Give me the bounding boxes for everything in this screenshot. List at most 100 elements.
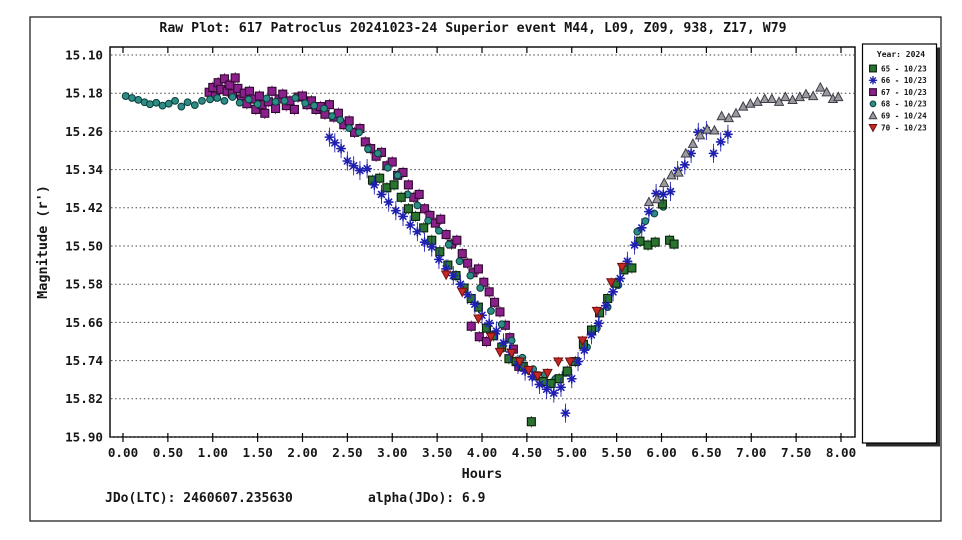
x-tick-label: 0.50 [153, 445, 183, 460]
chart-title: Raw Plot: 617 Patroclus 20241023-24 Supe… [159, 20, 786, 36]
x-tick-label: 1.00 [198, 445, 228, 460]
x-tick-label: 6.50 [691, 445, 721, 460]
data-point [507, 336, 516, 345]
data-point [586, 329, 597, 340]
data-point [579, 345, 590, 356]
legend-entry-label: 65 - 10/23 [881, 64, 927, 73]
data-point [220, 96, 229, 105]
data-point [722, 129, 733, 140]
data-point [476, 284, 485, 292]
data-point [228, 93, 237, 101]
x-axis-label: Hours [462, 466, 503, 482]
data-point [542, 368, 553, 379]
data-point [807, 90, 819, 101]
data-point [687, 138, 699, 148]
x-tick-label: 2.50 [332, 445, 362, 460]
y-tick-label: 15.18 [65, 86, 103, 101]
data-point [708, 148, 719, 159]
data-point [566, 373, 577, 384]
legend-entry-label: 69 - 10/24 [881, 112, 927, 121]
data-point [715, 136, 726, 147]
data-point [469, 299, 480, 310]
data-point [497, 320, 506, 329]
data-point [455, 279, 466, 290]
data-point [658, 177, 670, 188]
data-point [414, 189, 424, 199]
y-tick-label: 15.10 [65, 47, 103, 62]
data-point [622, 256, 633, 267]
data-point [198, 96, 206, 105]
data-point [267, 86, 277, 96]
data-point [403, 204, 413, 214]
data-point [462, 289, 473, 300]
legend-header: Year: 2024 [877, 50, 925, 59]
data-point [484, 287, 494, 297]
data-point [484, 318, 495, 329]
data-point [324, 100, 334, 110]
data-point [869, 88, 877, 97]
data-point [390, 205, 401, 216]
data-point [800, 88, 812, 99]
data-point [495, 307, 505, 317]
legend-entry-label: 68 - 10/23 [881, 100, 927, 109]
data-point [643, 206, 654, 217]
data-point [448, 270, 459, 281]
data-point [868, 123, 878, 133]
x-tick-label: 4.00 [467, 445, 497, 460]
legend: Year: 2024 65 - 10/23 66 - 10/23 67 - 10/2… [861, 43, 940, 447]
data-point [452, 235, 462, 245]
data-point [369, 179, 380, 190]
series-70 [440, 262, 628, 382]
data-point [716, 110, 727, 121]
data-point [403, 180, 413, 190]
y-tick-label: 15.82 [65, 391, 103, 406]
data-point [651, 188, 662, 199]
data-point [291, 94, 300, 102]
data-point [560, 408, 571, 419]
data-point [709, 124, 720, 135]
data-point [702, 123, 713, 134]
y-tick-label: 15.50 [65, 238, 103, 253]
data-point [345, 124, 354, 132]
data-point [780, 91, 791, 102]
data-point [424, 216, 433, 225]
data-point [520, 366, 531, 377]
legend-entries: 65 - 10/23 66 - 10/23 67 - 10/23 68 - 10/23… [868, 64, 927, 133]
data-point [440, 270, 452, 281]
data-point [473, 264, 483, 274]
data-point [606, 278, 617, 288]
data-point [435, 247, 445, 257]
data-point [562, 366, 572, 376]
data-point [526, 417, 536, 427]
data-point [297, 91, 308, 101]
data-point [573, 356, 584, 367]
data-point [603, 293, 613, 304]
data-point [555, 382, 566, 393]
data-point [230, 73, 240, 83]
x-tick-label: 7.50 [781, 445, 811, 460]
legend-entry-label: 70 - 10/23 [881, 123, 927, 132]
data-point [815, 81, 826, 92]
data-point [233, 83, 243, 93]
data-point [512, 359, 523, 370]
x-tick-label: 5.50 [601, 445, 631, 460]
data-point [627, 263, 637, 273]
data-point [479, 277, 489, 287]
data-point [673, 166, 684, 177]
x-tick-label: 0.00 [108, 445, 138, 460]
data-point [745, 98, 756, 108]
y-axis-tick-labels: 15.10 15.18 15.26 15.34 15.42 15.50 15.58 15.66… [65, 47, 103, 444]
data-point [177, 102, 186, 111]
data-point [289, 104, 299, 114]
data-point [616, 262, 628, 273]
data-point [355, 128, 363, 137]
gridlines [111, 54, 854, 438]
data-point [650, 237, 660, 247]
data-point [435, 226, 443, 235]
data-point [577, 336, 588, 347]
legend-entry: 65 - 10/23 [869, 64, 927, 73]
x-tick-label: 8.00 [826, 445, 856, 460]
data-point [773, 96, 785, 106]
data-point [643, 196, 655, 207]
data-point [320, 104, 328, 113]
